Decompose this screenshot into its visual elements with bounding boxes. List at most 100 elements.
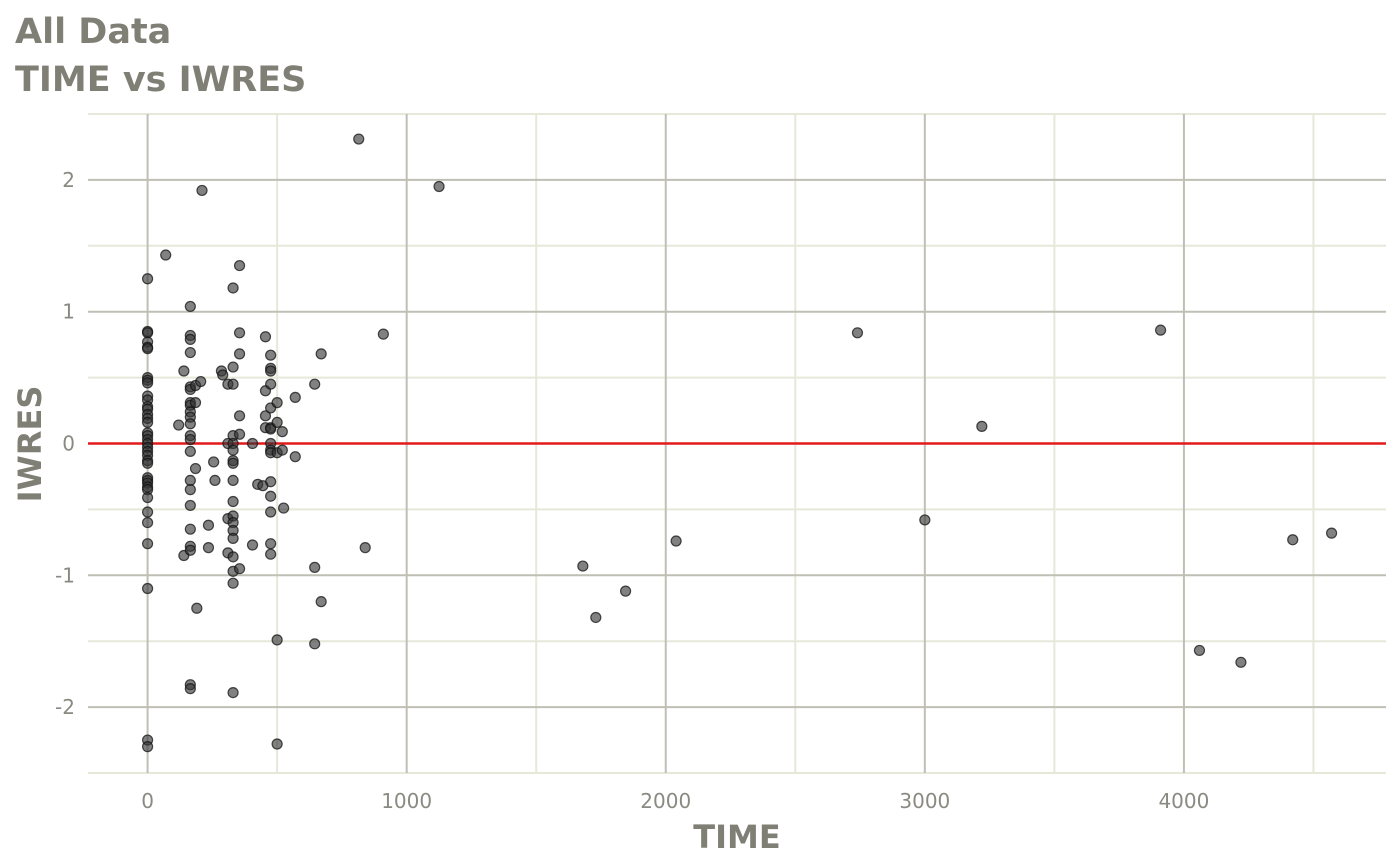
data-point	[233, 348, 246, 360]
data-point	[141, 506, 154, 518]
data-point	[184, 418, 196, 430]
data-point	[184, 300, 196, 313]
data-point	[246, 539, 259, 551]
data-point	[315, 348, 327, 360]
chart-subtitle: TIME vs IWRES	[15, 60, 307, 100]
data-point	[173, 419, 185, 431]
x-axis-title: TIME	[693, 818, 780, 856]
data-point	[619, 585, 632, 597]
data-point	[289, 451, 301, 463]
data-point	[141, 491, 154, 504]
y-tick-label: 1	[62, 300, 75, 324]
data-point	[276, 444, 288, 456]
data-point	[191, 602, 203, 614]
data-point	[184, 474, 196, 487]
data-point	[141, 457, 154, 469]
data-point	[265, 476, 277, 488]
data-point	[265, 548, 277, 560]
data-point	[265, 490, 277, 502]
data-point	[259, 410, 272, 422]
data-point	[141, 273, 154, 285]
data-point	[189, 397, 202, 409]
data-point	[265, 349, 277, 361]
data-point	[227, 444, 239, 456]
y-axis-title: IWRES	[11, 386, 49, 503]
data-point	[271, 634, 283, 646]
data-point	[233, 428, 246, 440]
data-point	[202, 519, 215, 531]
data-point	[309, 561, 321, 573]
data-point	[233, 563, 246, 575]
y-tick-label: 2	[62, 168, 75, 192]
data-point	[184, 346, 196, 359]
data-point	[141, 516, 154, 529]
x-tick-label: 0	[141, 789, 154, 813]
data-point	[246, 437, 259, 450]
data-point	[919, 514, 931, 526]
data-point	[227, 378, 239, 390]
data-point	[178, 365, 190, 377]
data-point	[1193, 644, 1206, 657]
data-point	[184, 433, 196, 446]
x-tick-label: 3000	[899, 789, 950, 813]
data-point	[208, 456, 220, 468]
data-point	[670, 535, 682, 547]
data-point	[141, 343, 154, 355]
data-point	[141, 538, 154, 550]
data-point	[289, 391, 301, 403]
data-point	[227, 551, 239, 563]
data-point	[976, 420, 988, 432]
data-point	[227, 282, 239, 294]
data-point	[141, 416, 154, 429]
data-point	[184, 445, 196, 458]
data-point	[1325, 527, 1338, 539]
data-point	[577, 560, 589, 572]
minor-grid	[88, 113, 1386, 774]
y-tick-label: -1	[55, 563, 75, 587]
data-point	[377, 328, 389, 340]
data-point	[227, 532, 239, 544]
data-point	[227, 474, 239, 487]
data-point	[233, 259, 246, 272]
data-point	[184, 683, 196, 695]
data-point	[184, 499, 196, 512]
data-point	[195, 375, 207, 388]
y-tick-label: -2	[55, 695, 75, 719]
data-point	[276, 426, 288, 438]
data-point	[1235, 656, 1247, 668]
data-point	[315, 596, 327, 608]
data-point	[265, 538, 277, 550]
data-point	[227, 577, 239, 589]
x-tick-label: 1000	[381, 789, 432, 813]
data-point	[851, 327, 864, 339]
data-point	[227, 457, 239, 469]
data-point	[259, 331, 272, 343]
data-point	[196, 184, 208, 197]
data-point	[271, 416, 283, 429]
data-point	[1154, 324, 1167, 336]
data-point	[590, 611, 602, 624]
data-point	[265, 506, 277, 518]
x-tick-label: 2000	[640, 789, 691, 813]
data-point	[309, 638, 321, 650]
data-point	[141, 582, 154, 595]
data-point	[184, 484, 196, 496]
data-point	[202, 542, 215, 554]
data-point	[433, 180, 445, 193]
data-point	[184, 544, 196, 556]
data-point	[309, 378, 321, 390]
data-point	[271, 397, 283, 409]
data-point	[227, 495, 239, 508]
x-tick-label: 4000	[1158, 789, 1209, 813]
data-point	[227, 361, 239, 373]
data-point	[184, 333, 196, 345]
data-points	[141, 133, 1338, 753]
x-axis-ticks: 0 1000 2000 3000 4000	[141, 789, 1209, 813]
data-point	[353, 133, 365, 145]
data-point	[265, 378, 277, 390]
data-point	[271, 738, 283, 750]
data-point	[278, 502, 290, 514]
data-point	[1287, 534, 1299, 546]
data-point	[160, 249, 172, 261]
